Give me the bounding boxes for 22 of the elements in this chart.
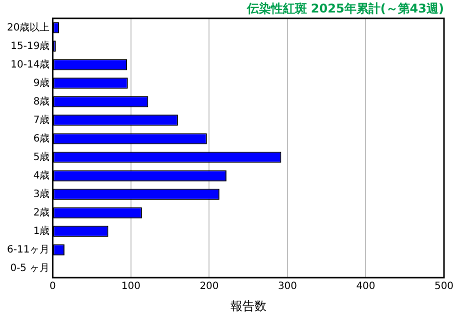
y-tick-label: 6-11ヶ月: [7, 244, 50, 256]
y-tick-label: 7歳: [33, 114, 50, 126]
y-tick-label: 5歳: [33, 150, 50, 163]
y-tick-label: 8歳: [33, 95, 50, 108]
x-tick-label: 200: [200, 281, 219, 292]
x-tick-label: 500: [434, 281, 454, 292]
x-axis-title: 報告数: [230, 298, 266, 313]
x-tick-label: 400: [356, 281, 376, 292]
x-tick-label: 300: [278, 281, 298, 292]
y-tick-label: 1歳: [33, 224, 50, 237]
x-tick-label: 100: [121, 281, 141, 292]
y-tick-label: 3歳: [33, 188, 50, 200]
y-tick-label: 9歳: [33, 76, 50, 89]
y-tick-label: 15-19歳: [10, 40, 50, 52]
y-tick-label: 10-14歳: [10, 58, 50, 70]
y-tick-label: 20歳以上: [6, 21, 50, 34]
y-tick-label: 6歳: [33, 132, 50, 144]
y-tick-label: 4歳: [33, 169, 50, 182]
y-tick-label: 2歳: [33, 206, 50, 218]
x-tick-label: 0: [50, 281, 56, 292]
chart-title: 伝染性紅斑 2025年累計(～第43週): [246, 1, 444, 16]
y-tick-label: 0-5 ヶ月: [10, 262, 50, 274]
